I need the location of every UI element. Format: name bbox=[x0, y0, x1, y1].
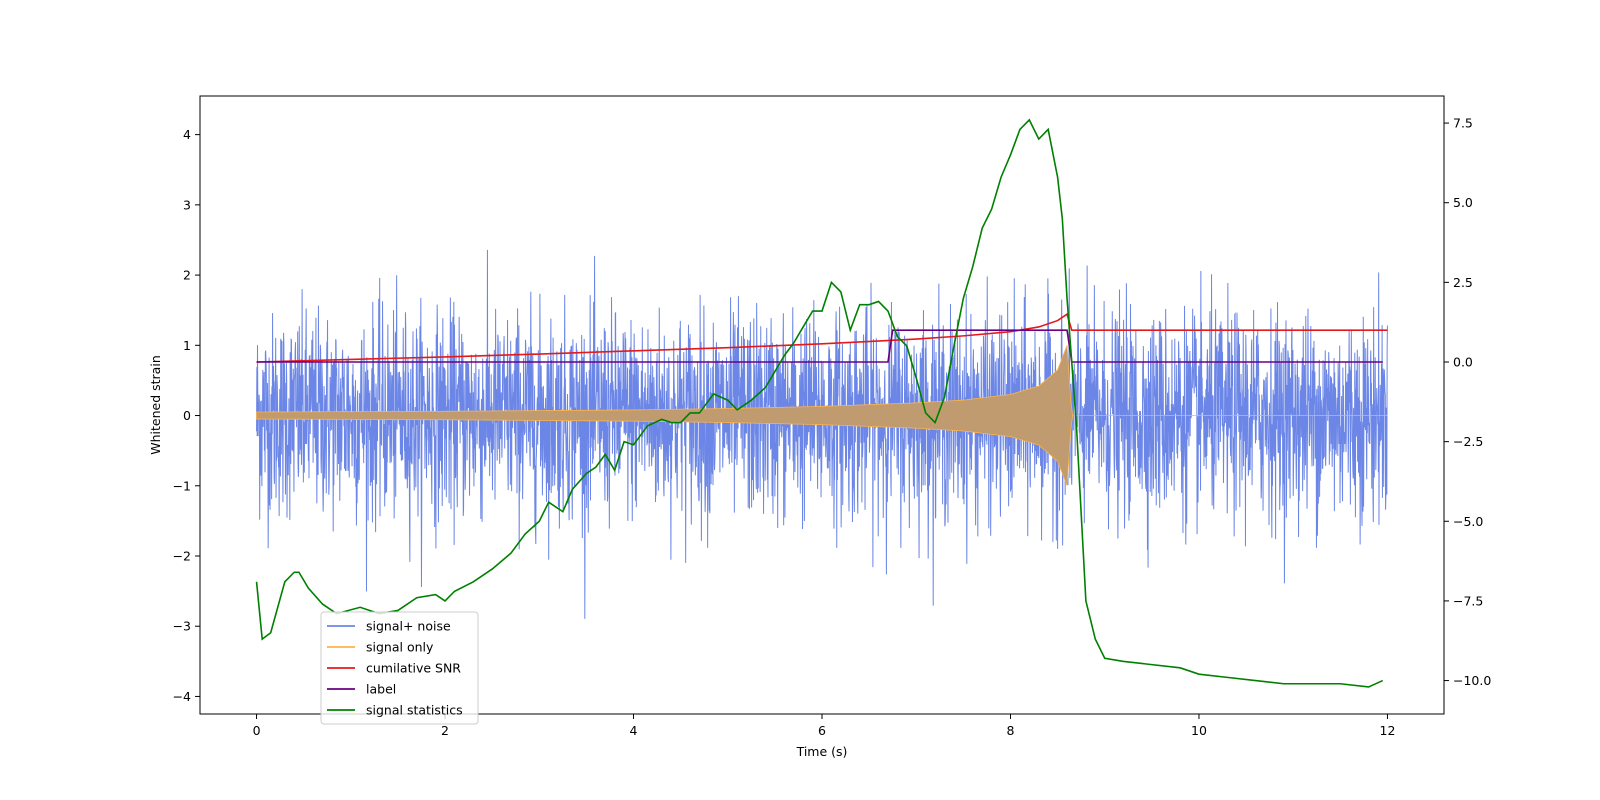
legend[interactable]: signal+ noise signal only cumilative SNR la… bbox=[320, 611, 479, 725]
y-axis-left-label: Whitened strain bbox=[148, 355, 163, 454]
signal-statistics-series bbox=[255, 118, 1384, 688]
y-right-tick-label: 0.0 bbox=[1453, 354, 1473, 369]
legend-label: signal only bbox=[366, 640, 434, 655]
x-tick-label: 10 bbox=[1191, 723, 1207, 738]
y-left-tick-label: 2 bbox=[183, 268, 191, 283]
x-tick-label: 6 bbox=[818, 723, 826, 738]
label-series bbox=[256, 329, 1383, 363]
x-axis-label: Time (s) bbox=[796, 744, 848, 759]
y-right-tick-label: 2.5 bbox=[1453, 275, 1473, 290]
y-right-tick-label: 5.0 bbox=[1453, 195, 1473, 210]
y-left-tick-label: 0 bbox=[183, 408, 191, 423]
y-right-tick-label: −5.0 bbox=[1453, 514, 1483, 529]
x-tick-label: 0 bbox=[253, 723, 261, 738]
legend-label: cumilative SNR bbox=[366, 661, 461, 676]
y-left-tick-label: 3 bbox=[183, 197, 191, 212]
x-axis: 0 2 4 6 8 10 12 bbox=[253, 714, 1396, 738]
y-right-tick-label: −10.0 bbox=[1453, 673, 1491, 688]
y-right-tick-label: −2.5 bbox=[1453, 434, 1483, 449]
y-left-tick-label: −3 bbox=[173, 619, 191, 634]
signal-only-series bbox=[256, 345, 1388, 486]
y-left-tick-label: 1 bbox=[183, 338, 191, 353]
legend-box bbox=[320, 611, 479, 725]
x-tick-label: 4 bbox=[630, 723, 638, 738]
legend-label: label bbox=[366, 682, 396, 697]
y-right-tick-label: 7.5 bbox=[1453, 116, 1473, 131]
y-left-tick-label: −2 bbox=[173, 548, 191, 563]
y-axis-right: −10.0 −7.5 −5.0 −2.5 0.0 2.5 5.0 7.5 bbox=[1444, 116, 1491, 688]
y-left-tick-label: 4 bbox=[183, 127, 191, 142]
y-left-tick-label: −1 bbox=[173, 478, 191, 493]
y-axis-left: −4 −3 −2 −1 0 1 2 3 4 bbox=[173, 127, 200, 704]
y-left-tick-label: −4 bbox=[173, 689, 191, 704]
y-right-tick-label: −7.5 bbox=[1453, 593, 1483, 608]
legend-label: signal statistics bbox=[366, 703, 463, 718]
cumulative-snr-series bbox=[256, 312, 1388, 363]
legend-label: signal+ noise bbox=[366, 619, 451, 634]
x-tick-label: 12 bbox=[1380, 723, 1396, 738]
x-tick-label: 8 bbox=[1007, 723, 1015, 738]
x-tick-label: 2 bbox=[441, 723, 449, 738]
plot-area bbox=[255, 118, 1388, 688]
signal-noise-series bbox=[256, 249, 1388, 619]
